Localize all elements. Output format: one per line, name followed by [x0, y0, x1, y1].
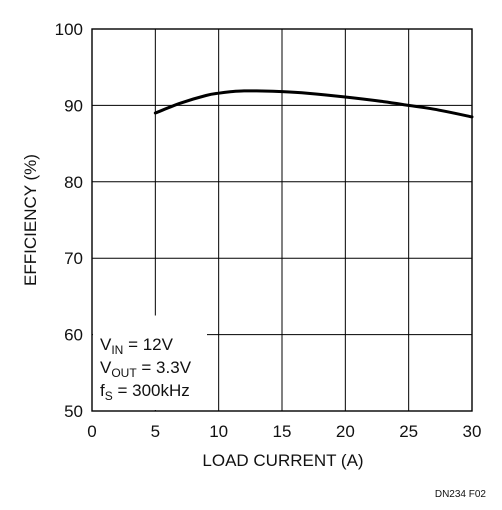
y-tick-label-0: 100: [55, 20, 83, 39]
x-tick-label-2: 10: [209, 422, 228, 441]
y-tick-labels: 100 90 80 70 60 50: [55, 20, 83, 421]
x-tick-label-1: 5: [151, 422, 160, 441]
x-axis-label: LOAD CURRENT (A): [202, 451, 363, 470]
annotation-vin: VIN = 12V: [100, 335, 174, 357]
x-tick-label-4: 20: [336, 422, 355, 441]
y-tick-label-4: 60: [64, 326, 83, 345]
annotation-vout: VOUT = 3.3V: [100, 358, 192, 380]
y-tick-label-3: 70: [64, 249, 83, 268]
x-tick-label-3: 15: [273, 422, 292, 441]
x-tick-labels: 0 5 10 15 20 25 30: [87, 422, 481, 441]
x-tick-label-5: 25: [399, 422, 418, 441]
efficiency-curve: [153, 89, 474, 119]
annotation-fs: fS = 300kHz: [100, 381, 190, 403]
x-tick-label-6: 30: [463, 422, 482, 441]
plot-frame: [91, 28, 473, 412]
annotation-box: [93, 315, 207, 410]
y-axis-label: EFFICIENCY (%): [21, 154, 40, 286]
x-tick-label-0: 0: [87, 422, 96, 441]
figure-id: DN234 F02: [435, 489, 487, 500]
y-tick-label-5: 50: [64, 402, 83, 421]
y-tick-label-1: 90: [64, 96, 83, 115]
y-tick-label-2: 80: [64, 173, 83, 192]
